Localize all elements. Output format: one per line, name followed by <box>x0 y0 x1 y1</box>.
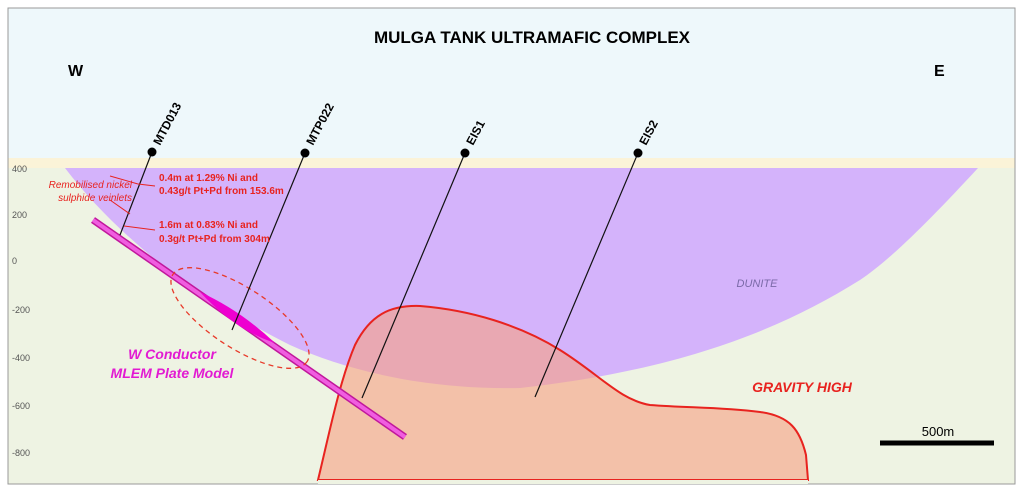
title: MULGA TANK ULTRAMAFIC COMPLEX <box>374 28 691 47</box>
annotation: 1.6m at 0.83% Ni and <box>159 220 258 231</box>
drill-trace <box>231 152 306 331</box>
direction: E <box>934 63 945 80</box>
drill-trace <box>534 152 639 398</box>
elevation-label: 0 <box>12 256 17 266</box>
elevation-label: 200 <box>12 210 27 220</box>
annotation: 0.3g/t Pt+Pd from 304m <box>159 234 270 245</box>
annotation: sulphide veinlets <box>58 193 132 204</box>
drill-trace <box>119 151 153 236</box>
unit-label: DUNITE <box>737 278 779 290</box>
collar <box>460 148 470 158</box>
leader-line <box>109 175 139 185</box>
elevation-label: -600 <box>12 401 30 411</box>
unit-label: GRAVITY HIGH <box>752 379 853 395</box>
dunite-body <box>65 168 978 389</box>
leader-lines <box>109 175 156 231</box>
target-ellipse <box>170 267 310 369</box>
drill-trace <box>361 152 466 399</box>
leader-line <box>109 199 131 215</box>
direction: W <box>68 63 84 80</box>
frame-bottom <box>318 480 808 484</box>
sky <box>8 8 1015 159</box>
annotation: 0.4m at 1.29% Ni and <box>159 173 258 184</box>
scale-label: 500m <box>922 424 955 439</box>
annotation: Remobilised nickel <box>49 180 133 191</box>
elevation-label: -400 <box>12 353 30 363</box>
conductor-label: MLEM Plate Model <box>111 365 235 381</box>
annotation: 0.43g/t Pt+Pd from 153.6m <box>159 186 284 197</box>
conductor-label: W Conductor <box>128 346 217 362</box>
collar <box>147 147 157 157</box>
drill-traces <box>119 151 639 399</box>
collar <box>300 148 310 158</box>
elevation-label: 400 <box>12 164 27 174</box>
collars <box>147 147 643 158</box>
leader-line <box>137 183 156 187</box>
elevation-label: -800 <box>12 448 30 458</box>
collar <box>633 148 643 158</box>
elevation-axis: 400 200 0 -200 -400 -600 -800 <box>12 164 30 458</box>
leader-line <box>123 225 156 231</box>
surface-band <box>8 158 1015 168</box>
gravity-high <box>316 304 810 481</box>
elevation-label: -200 <box>12 305 30 315</box>
